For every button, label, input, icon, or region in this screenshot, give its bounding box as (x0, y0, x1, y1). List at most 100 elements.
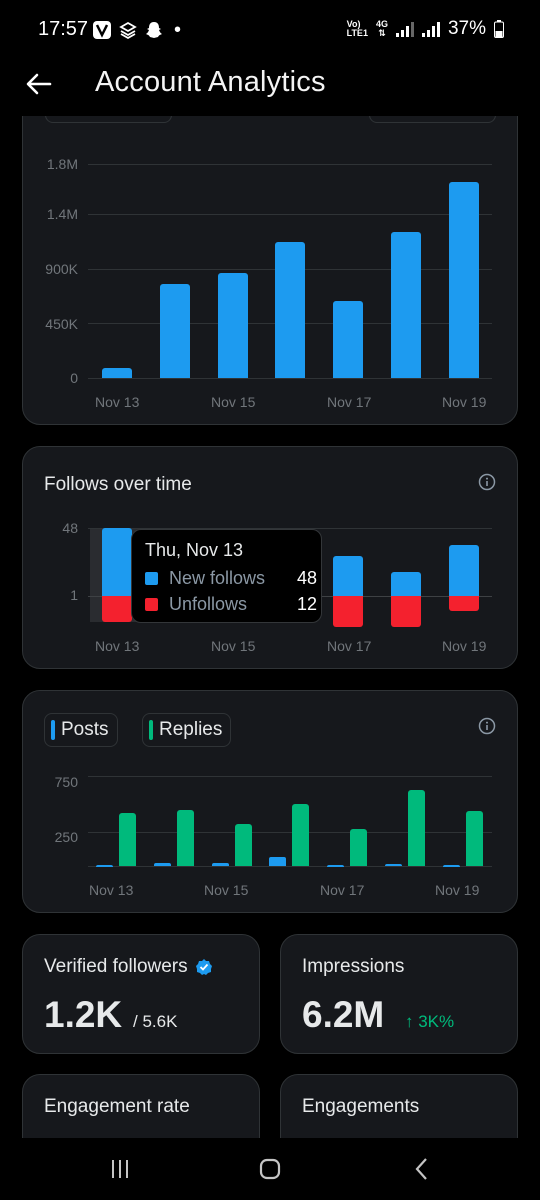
gridline (88, 378, 492, 379)
engagement-rate-card[interactable]: Engagement rate (22, 1074, 260, 1138)
posts-filter-chip[interactable]: Posts (44, 713, 118, 747)
y-tick: 450K (45, 316, 78, 332)
replies-bar[interactable] (119, 813, 136, 866)
chip-label: Replies (159, 719, 223, 740)
gridline (88, 528, 492, 529)
engagements-card[interactable]: Engagements (280, 1074, 518, 1138)
posts-bar[interactable] (443, 865, 460, 868)
unfollows-bar[interactable] (102, 596, 132, 623)
battery-icon (494, 20, 504, 38)
status-bar: 17:57 • Vo) LTE1 4G ⇅ 37% (0, 0, 540, 60)
posts-replies-card (22, 690, 518, 913)
system-navigation-bar (0, 1138, 540, 1200)
replies-bar[interactable] (408, 790, 425, 866)
back-button[interactable] (24, 66, 54, 102)
new-follows-bar[interactable] (449, 545, 479, 596)
x-tick: Nov 17 (327, 394, 372, 410)
x-tick: Nov 19 (435, 882, 480, 898)
arrow-left-icon (26, 73, 52, 95)
replies-filter-chip[interactable]: Replies (142, 713, 232, 747)
system-status: Vo) LTE1 4G ⇅ 37% (347, 18, 504, 40)
x-tick: Nov 19 (442, 638, 487, 654)
new-follows-bar[interactable] (391, 571, 421, 596)
status-time: 17:57 (38, 18, 89, 40)
chart-tooltip: Thu, Nov 13 New follows 48 Unfollows 12 (131, 529, 322, 623)
impressions-card[interactable]: Impressions 6.2M ↑ 3K% (280, 934, 518, 1054)
new-follows-bar[interactable] (333, 556, 363, 596)
network-type: 4G ⇅ (375, 19, 388, 38)
follows-title: Follows over time (44, 474, 192, 495)
impressions-bar[interactable] (160, 284, 190, 378)
tooltip-label: Unfollows (169, 594, 248, 614)
engagement-rate-label: Engagement rate (44, 1096, 190, 1117)
impressions-bar[interactable] (391, 231, 421, 378)
notification-icons: • (92, 20, 181, 40)
gridline (88, 832, 492, 833)
impressions-change: ↑ 3K% (405, 1012, 455, 1031)
posts-bar[interactable] (385, 864, 402, 867)
impressions-bar[interactable] (218, 273, 248, 378)
y-tick: 750 (54, 774, 78, 790)
y-tick: 900K (45, 261, 78, 277)
impressions-bar[interactable] (333, 300, 363, 378)
page-title: Account Analytics (95, 66, 326, 98)
back-chevron-icon (415, 1158, 427, 1180)
tooltip-date: Thu, Nov 13 (145, 540, 244, 560)
replies-bar[interactable] (235, 824, 252, 866)
unfollows-bar[interactable] (391, 596, 421, 627)
y-tick: 0 (70, 370, 78, 386)
back-nav-button[interactable] (392, 1138, 452, 1200)
analytics-content[interactable]: 1.8M 1.4M 900K 450K 0 Nov 13 Nov 15 Nov … (0, 116, 540, 1138)
unfollows-bar[interactable] (333, 596, 363, 627)
x-tick: Nov 13 (95, 394, 140, 410)
verified-followers-card[interactable]: Verified followers 1.2K / 5.6K (22, 934, 260, 1054)
y-tick: 48 (62, 520, 78, 536)
replies-color-mark (149, 720, 153, 740)
posts-color-mark (51, 720, 55, 740)
verified-followers-value: 1.2K (44, 994, 123, 1035)
replies-bar[interactable] (350, 828, 367, 866)
x-tick: Nov 13 (89, 882, 134, 898)
posts-bar[interactable] (212, 863, 229, 866)
chip-label: Posts (61, 719, 109, 740)
gridline (88, 866, 492, 867)
y-tick: 1 (70, 587, 78, 603)
engagements-label: Engagements (302, 1096, 420, 1117)
dot-icon: • (174, 19, 182, 41)
recent-apps-button[interactable] (90, 1138, 150, 1200)
x-tick: Nov 15 (211, 638, 256, 654)
posts-bar[interactable] (154, 863, 171, 866)
unfollows-bar[interactable] (449, 596, 479, 612)
tooltip-label: New follows (169, 568, 266, 588)
signal-icon-2 (421, 21, 440, 37)
app-header: Account Analytics (0, 60, 540, 116)
verified-badge-icon (195, 959, 212, 975)
impressions-bar[interactable] (449, 181, 479, 378)
replies-bar[interactable] (466, 811, 483, 866)
tooltip-row-new-follows: New follows 48 (145, 568, 317, 589)
gridline (88, 214, 492, 215)
x-tick: Nov 19 (442, 394, 487, 410)
impressions-bar[interactable] (102, 367, 132, 378)
posts-bar[interactable] (327, 865, 344, 868)
v-app-icon (93, 21, 111, 39)
x-tick: Nov 15 (204, 882, 249, 898)
posts-bar[interactable] (269, 857, 286, 866)
home-button[interactable] (240, 1138, 300, 1200)
info-icon[interactable] (478, 473, 496, 491)
new-follows-bar[interactable] (102, 528, 132, 596)
impressions-bar[interactable] (275, 242, 305, 378)
posts-bar[interactable] (96, 865, 113, 868)
replies-bar[interactable] (177, 809, 194, 866)
legend-swatch (145, 598, 158, 611)
impressions-label: Impressions (302, 956, 405, 977)
gridline (88, 776, 492, 777)
snapchat-icon (146, 22, 162, 38)
layers-app-icon (119, 21, 137, 40)
x-tick: Nov 15 (211, 394, 256, 410)
x-tick: Nov 17 (327, 638, 372, 654)
info-icon[interactable] (478, 717, 496, 735)
x-tick: Nov 17 (320, 882, 365, 898)
tooltip-value: 48 (296, 568, 317, 588)
replies-bar[interactable] (292, 803, 309, 866)
